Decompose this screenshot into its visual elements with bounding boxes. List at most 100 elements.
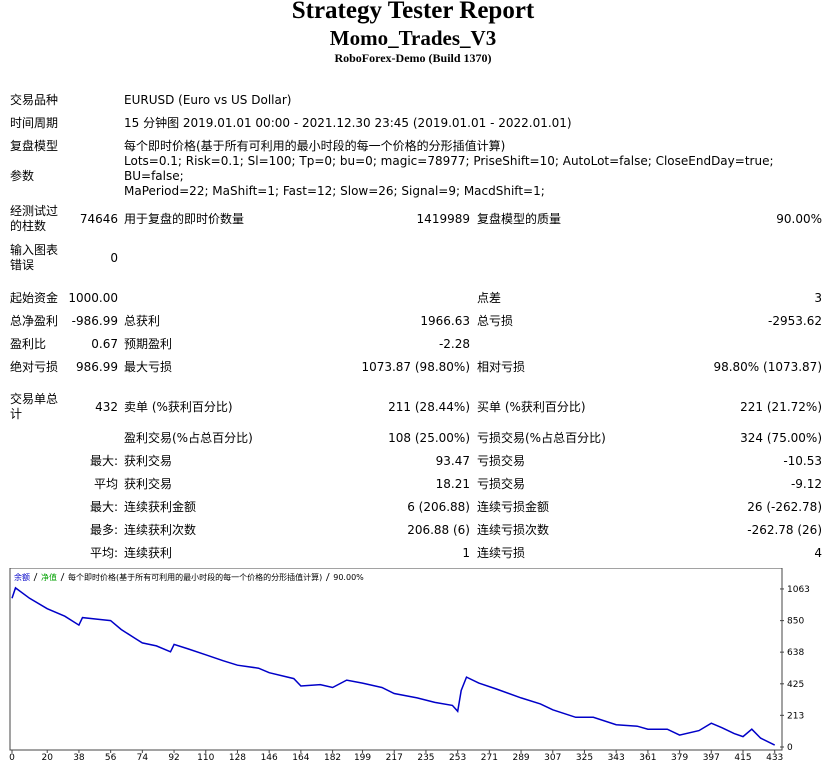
table-row: 时间周期 15 分钟图 2019.01.01 00:00 - 2021.12.30… (0, 112, 826, 134)
cell-value: 432 (95, 399, 118, 414)
cell-value: 3 (814, 290, 822, 305)
cell-label: 连续亏损金额 (477, 499, 550, 514)
cell-label: 盈利比 (10, 336, 47, 351)
table-row: 交易品种 EURUSD (Euro vs US Dollar) (0, 89, 826, 111)
table-row: 绝对亏损 986.99 最大亏损 1073.87 (98.80%) 相对亏损 98.80%… (0, 356, 826, 378)
cell-value: 26 (-262.78) (747, 499, 822, 514)
report-title: Strategy Tester Report (291, 0, 535, 24)
cell-value: 1 (462, 545, 470, 560)
cell-value: 986.99 (76, 359, 118, 374)
report-subtitle: Momo_Trades_V3 (329, 26, 497, 50)
cell-label: 买单 (%获利百分比) (477, 399, 586, 414)
cell-value: 108 (25.00%) (388, 430, 470, 445)
cell-label: 连续获利金额 (124, 499, 197, 514)
x-tick-label: 415 (734, 753, 751, 763)
cell-value: -10.53 (783, 453, 822, 468)
cell-value: 18.21 (435, 476, 470, 491)
cell-label: 复盘模型的质量 (477, 211, 562, 226)
y-tick-label: 425 (787, 680, 804, 690)
y-tick-label: 1063 (787, 585, 810, 595)
cell-label: 亏损交易 (477, 453, 526, 468)
cell-value: 1000.00 (68, 290, 118, 305)
legend-entry: 90.00% (333, 573, 364, 582)
table-row: 起始资金 1000.00 点差 3 (0, 287, 826, 309)
cell-line: Lots=0.1; Risk=0.1; Sl=100; Tp=0; bu=0; … (124, 153, 774, 183)
cell-label: 相对亏损 (477, 359, 526, 374)
cell-value: Lots=0.1; Risk=0.1; Sl=100; Tp=0; bu=0; … (124, 154, 822, 198)
cell-value: 74646 (79, 211, 118, 226)
x-tick-label: 92 (168, 753, 179, 763)
chart: 0 213 425 638 850 1063 0 20 38 56 74 92 110 128 146 164… (9, 568, 810, 763)
cell-value: 211 (28.44%) (388, 399, 470, 414)
cell-value: 每个即时价格(基于所有可利用的最小时段的每一个价格的分形插值计算) (124, 138, 506, 153)
cell-value: 1073.87 (98.80%) (361, 359, 470, 374)
x-tick-label: 38 (73, 753, 85, 763)
cell-value: 0.67 (91, 336, 118, 351)
cell-value: 1966.63 (420, 313, 470, 328)
cell-value: 206.88 (6) (407, 522, 470, 537)
cell-label: 总获利 (124, 313, 161, 328)
table-row: 经测试过的柱数 74646 用于复盘的即时价数量 1419989 复盘模型的质量 90.0… (0, 201, 826, 237)
table-row: 参数 Lots=0.1; Risk=0.1; Sl=100; Tp=0; bu=0… (0, 154, 826, 198)
x-tick-label: 182 (324, 753, 341, 763)
x-tick-label: 146 (261, 753, 278, 763)
cell-label: 起始资金 (10, 290, 59, 305)
x-tick-label: 56 (105, 753, 117, 763)
x-tick-label: 217 (386, 753, 403, 763)
cell-value: 最大: (89, 499, 118, 514)
cell-label: 连续获利次数 (124, 522, 197, 537)
x-tick-label: 325 (576, 753, 593, 763)
cell-value: 15 分钟图 2019.01.01 00:00 - 2021.12.30 23:… (124, 115, 572, 130)
legend-entry: 净值 (41, 572, 57, 582)
cell-label: 参数 (10, 168, 35, 183)
cell-label: 连续获利 (124, 545, 173, 560)
cell-label: 亏损交易(%占总百分比) (477, 430, 606, 445)
x-tick-label: 343 (608, 753, 625, 763)
y-tick-label: 850 (787, 617, 804, 627)
cell-value: 1419989 (416, 211, 470, 226)
x-tick-label: 307 (544, 753, 561, 763)
cell-value: 324 (75.00%) (740, 430, 822, 445)
cell-value: EURUSD (Euro vs US Dollar) (124, 92, 292, 107)
cell-label: 预期盈利 (124, 336, 173, 351)
x-tick-label: 74 (137, 753, 149, 763)
cell-label: 盈利交易(%占总百分比) (124, 430, 253, 445)
table-row: 总净盈利 -986.99 总获利 1966.63 总亏损 -2953.62 (0, 310, 826, 332)
legend-entry: 余额 (14, 572, 30, 582)
table-row: 平均 获利交易 18.21 亏损交易 -9.12 (0, 473, 826, 495)
legend-separator (325, 572, 330, 582)
cell-value: 90.00% (776, 211, 822, 226)
x-tick-label: 379 (671, 753, 688, 763)
y-tick-label: 213 (787, 711, 804, 721)
legend-separator (60, 572, 65, 582)
table-row: 输入图表错误 0 (0, 240, 826, 276)
cell-label: 点差 (477, 290, 502, 305)
build-info: RoboForex-Demo (Build 1370) (334, 51, 492, 65)
legend-separator (33, 572, 38, 582)
table-row: 最大: 获利交易 93.47 亏损交易 -10.53 (0, 450, 826, 472)
x-tick-label: 361 (639, 753, 656, 763)
cell-label: 连续亏损 (477, 545, 526, 560)
cell-value: 221 (21.72%) (740, 399, 822, 414)
table-row: 盈利交易(%占总百分比) 108 (25.00%) 亏损交易(%占总百分比) 324 … (0, 427, 826, 449)
cell-value: 93.47 (435, 453, 470, 468)
balance-line (11, 586, 776, 746)
x-tick-label: 271 (481, 753, 498, 763)
table-row: 复盘模型 每个即时价格(基于所有可利用的最小时段的每一个价格的分形插值计算) (0, 135, 826, 157)
legend-entry: 每个即时价格(基于所有可利用的最小时段的每一个价格的分形插值计算) (68, 572, 322, 582)
x-tick-label: 199 (354, 753, 371, 763)
cell-value: -2.28 (438, 336, 470, 351)
cell-label: 卖单 (%获利百分比) (124, 399, 233, 414)
table-row: 盈利比 0.67 预期盈利 -2.28 (0, 333, 826, 355)
cell-label: 获利交易 (124, 476, 173, 491)
cell-value: 最多: (89, 522, 118, 537)
x-tick-label: 289 (512, 753, 529, 763)
cell-value: 98.80% (1073.87) (713, 359, 822, 374)
y-tick-label: 638 (787, 648, 804, 658)
x-tick-label: 0 (9, 753, 15, 763)
cell-label: 输入图表错误 (10, 243, 59, 272)
cell-label: 时间周期 (10, 115, 59, 130)
cell-label: 绝对亏损 (10, 359, 59, 374)
cell-label: 连续亏损次数 (477, 522, 550, 537)
